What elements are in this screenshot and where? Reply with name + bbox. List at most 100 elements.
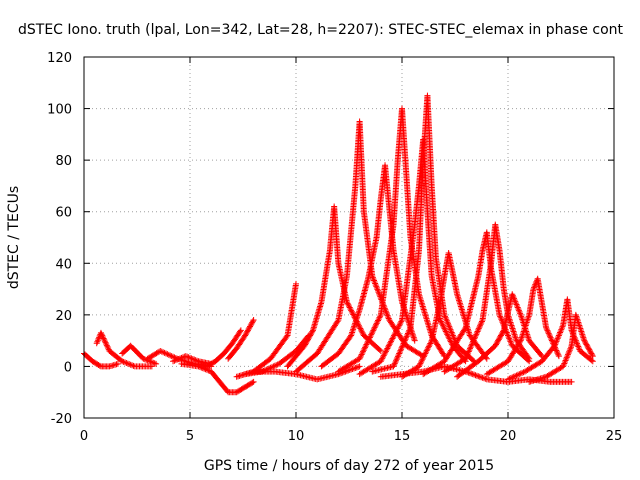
data-point — [482, 375, 489, 382]
data-point — [293, 280, 299, 287]
data-point — [478, 319, 485, 326]
data-point — [474, 328, 481, 335]
data-point — [561, 360, 568, 367]
data-point — [497, 314, 504, 321]
data-point — [344, 300, 351, 307]
data-point — [352, 364, 359, 371]
x-tick-label: 15 — [394, 429, 411, 444]
data-point — [495, 337, 502, 344]
data-point — [369, 328, 376, 335]
series-7 — [203, 327, 244, 370]
data-point — [513, 372, 520, 379]
data-point — [427, 339, 434, 346]
data-point — [546, 333, 553, 340]
data-point — [401, 337, 408, 344]
data-point — [442, 327, 449, 334]
data-point — [191, 356, 198, 363]
data-point — [153, 360, 160, 367]
data-point — [302, 341, 309, 348]
data-point — [371, 279, 378, 286]
data-point — [127, 361, 134, 368]
data-point — [468, 370, 475, 377]
data-point — [399, 341, 406, 348]
y-tick-label: 60 — [55, 206, 72, 221]
data-point — [94, 338, 101, 345]
data-point — [443, 317, 450, 324]
data-point — [120, 358, 127, 365]
data-point — [373, 321, 380, 328]
data-point — [500, 328, 507, 335]
data-point — [402, 336, 409, 343]
data-point — [589, 353, 596, 360]
data-point — [362, 342, 369, 349]
data-point — [478, 374, 485, 381]
data-point — [348, 307, 355, 314]
data-point — [551, 342, 558, 349]
data-point — [510, 294, 517, 301]
data-point — [358, 326, 365, 333]
data-point — [519, 369, 526, 376]
data-point — [305, 335, 312, 342]
data-point — [447, 326, 454, 333]
data-point — [366, 335, 373, 342]
data-point — [370, 325, 377, 332]
data-point — [589, 358, 596, 365]
data-point — [244, 328, 251, 335]
data-point — [382, 348, 389, 355]
data-point — [248, 320, 255, 327]
data-point — [99, 334, 106, 341]
data-point — [101, 338, 108, 345]
data-point — [95, 335, 102, 342]
data-point — [365, 337, 372, 344]
data-point — [445, 320, 452, 327]
data-point — [496, 335, 503, 342]
data-point — [357, 352, 364, 359]
data-point — [393, 356, 400, 363]
data-point — [476, 373, 483, 380]
data-point — [517, 370, 524, 377]
y-tick-label: 120 — [47, 51, 72, 66]
data-point — [245, 326, 252, 333]
data-point — [388, 338, 395, 345]
data-point — [411, 337, 418, 344]
data-point — [467, 344, 474, 351]
data-point — [356, 363, 363, 370]
data-point — [472, 372, 479, 379]
x-tick-label: 25 — [606, 429, 623, 444]
data-point — [376, 346, 383, 353]
data-point — [246, 324, 253, 331]
data-point — [398, 344, 405, 351]
data-point — [129, 362, 136, 369]
data-point — [346, 304, 353, 311]
data-point — [588, 350, 595, 357]
data-point — [385, 344, 392, 351]
data-point — [377, 313, 384, 320]
data-point — [442, 314, 449, 321]
data-point — [449, 332, 456, 339]
data-point — [307, 331, 314, 338]
data-point — [583, 341, 590, 348]
data-point — [513, 301, 520, 308]
y-tick-label: 20 — [55, 309, 72, 324]
data-point — [363, 341, 370, 348]
data-point — [403, 334, 410, 341]
data-point — [347, 305, 354, 312]
data-point — [237, 327, 244, 334]
data-series — [81, 92, 596, 396]
data-point — [425, 344, 432, 351]
data-point — [480, 375, 487, 382]
data-point — [554, 336, 561, 343]
data-point — [378, 356, 385, 363]
data-point — [514, 304, 521, 311]
data-point — [425, 343, 432, 350]
data-point — [393, 357, 400, 364]
data-point — [375, 317, 382, 324]
data-point — [385, 315, 392, 322]
data-point — [526, 355, 533, 362]
data-point — [507, 338, 514, 345]
data-point — [370, 276, 377, 283]
data-point — [199, 365, 206, 372]
data-point — [165, 351, 172, 358]
data-point — [188, 355, 195, 362]
data-point — [589, 351, 596, 358]
